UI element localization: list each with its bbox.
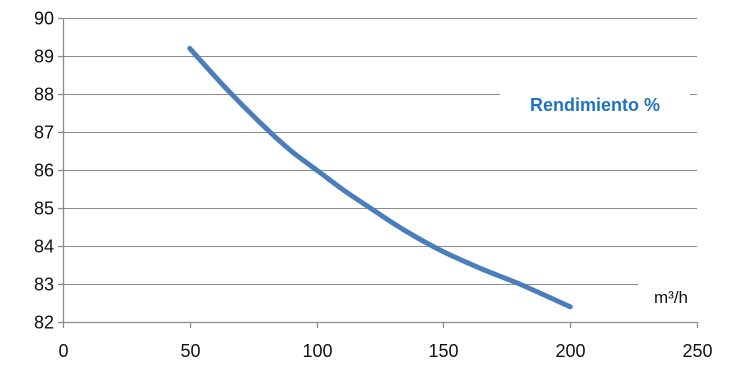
series-label-background [500,84,690,120]
x-tick-label: 200 [555,341,585,361]
y-tick-label: 88 [34,85,54,105]
x-tick-label: 150 [428,341,458,361]
y-tick-label: 85 [34,199,54,219]
gridlines [63,18,697,285]
x-tick-label: 0 [58,341,68,361]
y-tick-label: 89 [34,47,54,67]
y-tick-label: 90 [34,9,54,29]
x-axis-unit-label-background [638,279,702,311]
y-tick-label: 83 [34,275,54,295]
series-layer [187,45,573,310]
series-label: Rendimiento % [530,95,660,115]
annotation-layer: Rendimiento % m³/h [500,84,702,311]
series-line [187,45,573,310]
x-axis-unit-label: m³/h [654,288,688,307]
axes [58,17,699,328]
x-tick-label: 100 [302,341,332,361]
y-tick-label: 86 [34,161,54,181]
x-tick-label: 50 [180,341,200,361]
x-tick-label: 250 [682,341,712,361]
y-tick-label: 87 [34,123,54,143]
y-tick-label: 84 [34,237,54,257]
x-axis-tick-labels: 0 50 100 150 200 250 [58,341,712,361]
y-axis-tick-labels: 82 83 84 85 86 87 88 89 90 [34,9,54,333]
y-tick-label: 82 [34,313,54,333]
